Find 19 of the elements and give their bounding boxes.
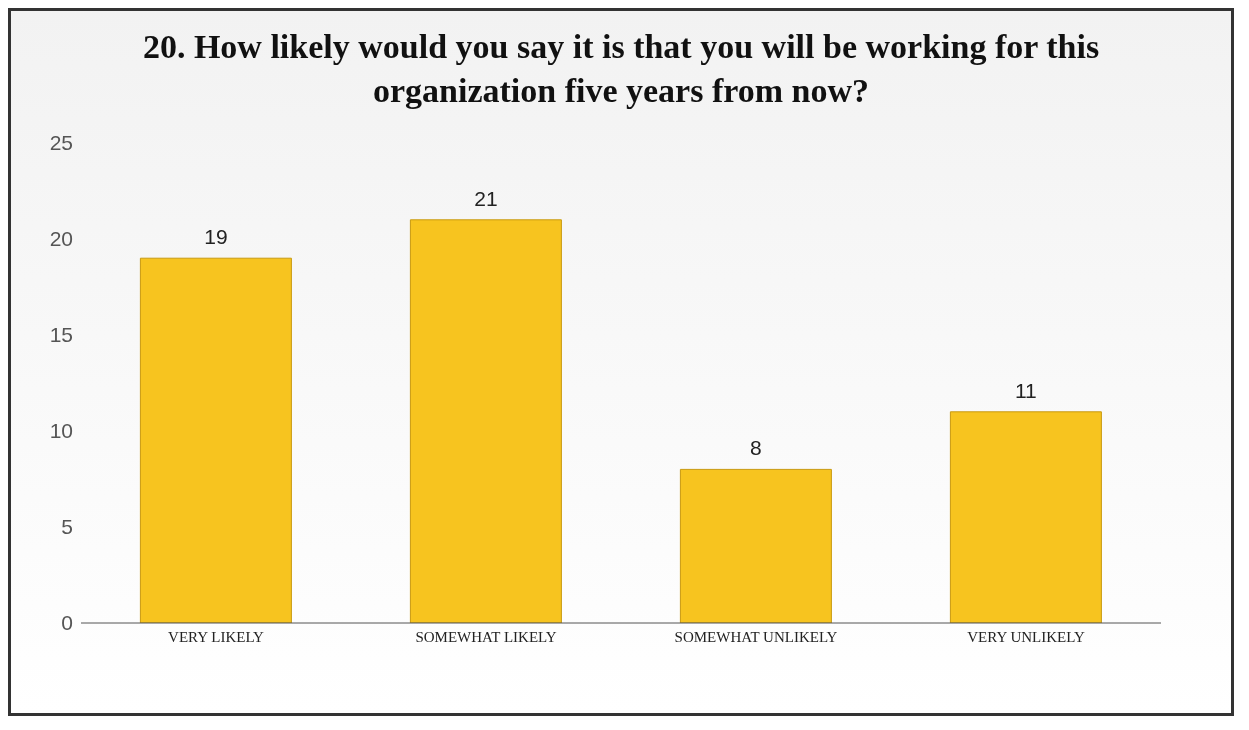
data-label: 21: [474, 187, 498, 211]
y-tick-label: 5: [61, 515, 73, 539]
x-tick-label: VERY UNLIKELY: [967, 629, 1085, 646]
y-tick-label: 15: [49, 323, 73, 347]
y-tick-label: 10: [49, 419, 73, 443]
y-tick-label: 0: [61, 611, 73, 635]
x-tick-label: SOMEWHAT UNLIKELY: [674, 629, 838, 646]
y-tick-label: 20: [49, 227, 73, 251]
bar: [679, 469, 832, 624]
chart-title: 20. How likely would you say it is that you will be working for this organization five years from now?: [141, 27, 1101, 112]
bar: [949, 411, 1102, 624]
data-label: 11: [1014, 379, 1037, 403]
bar: [409, 219, 562, 624]
bar: [139, 258, 292, 624]
x-tick-label: SOMEWHAT LIKELY: [415, 629, 557, 646]
y-tick-label: 25: [49, 131, 73, 155]
x-tick-label: VERY LIKELY: [168, 629, 265, 646]
data-label: 8: [750, 436, 762, 460]
data-label: 19: [204, 225, 228, 249]
